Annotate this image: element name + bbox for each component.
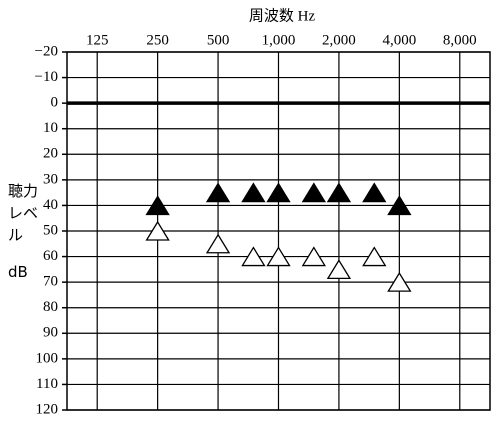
triangle-marker — [301, 246, 327, 267]
y-tick-label: −20 — [35, 43, 58, 59]
y-tick-label: 10 — [43, 120, 58, 136]
triangle-marker — [362, 182, 387, 203]
triangle-marker — [387, 195, 412, 216]
triangle-marker — [362, 246, 387, 267]
triangle-marker — [241, 182, 266, 203]
x-tick-label: 1,000 — [262, 32, 296, 48]
triangle-marker — [266, 246, 291, 267]
x-tick-label: 8,000 — [443, 32, 477, 48]
y-axis-label: 聴力レベル — [8, 182, 39, 244]
y-tick-label: 0 — [51, 95, 59, 111]
triangle-marker — [326, 182, 352, 203]
y-tick-label: 90 — [43, 325, 58, 341]
x-tick-label: 250 — [146, 32, 169, 48]
y-tick-label: 50 — [43, 222, 58, 238]
triangle-marker — [266, 182, 291, 203]
plot-border — [66, 51, 491, 411]
triangle-marker — [326, 259, 352, 280]
y-tick-label: 110 — [36, 376, 58, 392]
y-axis-unit: dB — [8, 263, 28, 281]
x-tick-label: 125 — [86, 32, 109, 48]
y-tick-label: 80 — [43, 299, 58, 315]
y-tick-label: 60 — [43, 248, 58, 264]
y-tick-label: 120 — [36, 401, 59, 417]
y-tick-label: −10 — [35, 69, 58, 85]
y-tick-label: 40 — [43, 197, 58, 213]
x-axis-label: 周波数 Hz — [249, 7, 316, 24]
x-tick-label: 2,000 — [322, 32, 356, 48]
triangle-marker — [241, 246, 266, 267]
triangle-marker — [205, 182, 231, 203]
triangle-marker — [145, 220, 170, 241]
triangle-marker — [301, 182, 327, 203]
triangle-marker — [205, 233, 231, 254]
y-tick-label: 70 — [43, 274, 58, 290]
x-tick-label: 500 — [207, 32, 230, 48]
y-tick-label: 100 — [36, 350, 59, 366]
y-tick-label: 30 — [43, 171, 58, 187]
x-tick-label: 4,000 — [382, 32, 416, 48]
triangle-marker — [387, 271, 412, 292]
y-tick-label: 20 — [43, 146, 58, 162]
triangle-marker — [145, 195, 170, 216]
